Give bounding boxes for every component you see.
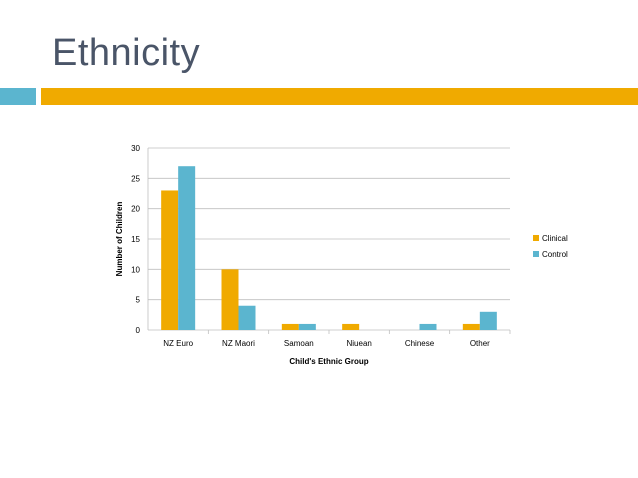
x-tick-label: Niuean [346,339,371,348]
x-tick-label: NZ Euro [163,339,193,348]
x-axis-label: Child's Ethnic Group [289,357,368,366]
slide-title: Ethnicity [52,32,201,74]
gridlines [147,147,511,334]
y-tick-label: 30 [131,144,140,153]
bar-clinical-niuean [342,323,360,330]
bar-clinical-samoan [281,323,299,330]
legend-swatch-control [533,251,539,257]
y-tick-label: 5 [136,296,141,305]
bar-clinical-other [462,323,480,330]
bar-control-nz-euro [178,166,196,330]
y-tick-label: 25 [131,174,140,183]
bar-clinical-nz-maori [221,269,239,330]
bars [161,166,497,330]
y-tick-label: 20 [131,205,140,214]
x-tick-label: Other [470,339,490,348]
accent-bar-blue [0,88,36,105]
x-tick-label: Chinese [405,339,435,348]
legend-swatch-clinical [533,235,539,241]
x-tick-labels: NZ Euro NZ Maori Samoan Niuean Chinese Other [163,339,490,348]
accent-bar-gold [41,88,638,105]
y-tick-label: 0 [136,326,141,335]
x-tick-label: NZ Maori [222,339,255,348]
y-tick-label: 10 [131,265,140,274]
x-tick-label: Samoan [284,339,314,348]
bar-clinical-nz-euro [161,190,179,330]
y-axis-label: Number of Children [115,202,124,277]
bar-control-other [479,311,497,330]
y-tick-labels: 0 5 10 15 20 25 30 [131,144,140,335]
bar-control-samoan [298,323,316,330]
bar-control-chinese [419,323,437,330]
legend: Clinical Control [533,234,568,259]
legend-label-clinical: Clinical [542,234,568,243]
legend-label-control: Control [542,250,568,259]
y-tick-label: 15 [131,235,140,244]
bar-control-nz-maori [238,305,256,330]
